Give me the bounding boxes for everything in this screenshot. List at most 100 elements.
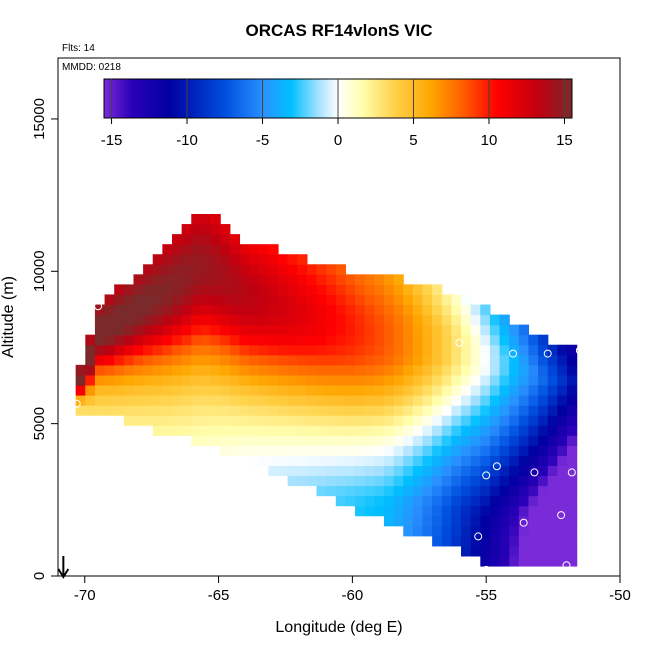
heatmap-cell xyxy=(557,545,568,557)
heatmap-cell xyxy=(364,395,375,406)
heatmap-cell xyxy=(422,405,433,416)
heatmap-cell xyxy=(210,334,221,346)
heatmap-cell xyxy=(220,354,231,366)
heatmap-cell xyxy=(297,314,308,326)
heatmap-cell xyxy=(114,405,125,416)
heatmap-cell xyxy=(499,505,510,517)
heatmap-cell xyxy=(518,445,530,456)
heatmap-cell xyxy=(258,264,269,275)
heatmap-cell xyxy=(162,294,173,306)
heatmap-cell xyxy=(191,234,202,245)
heatmap-cell xyxy=(133,384,144,396)
heatmap-cell xyxy=(451,515,462,527)
heatmap-cell xyxy=(85,405,96,416)
heatmap-cell xyxy=(528,425,539,436)
heatmap-cell xyxy=(489,465,501,477)
heatmap-cell xyxy=(335,324,347,336)
heatmap-cell xyxy=(297,445,308,456)
heatmap-cell xyxy=(297,294,308,306)
y-axis-label: Altitude (m) xyxy=(0,276,17,358)
heatmap-cell xyxy=(538,334,549,346)
heatmap-cell xyxy=(114,314,125,326)
heatmap-cell xyxy=(518,405,530,416)
heatmap-cell xyxy=(345,274,356,285)
heatmap-cell xyxy=(422,364,433,376)
heatmap-cell xyxy=(557,354,568,366)
heatmap-cell xyxy=(181,304,192,316)
heatmap-cell xyxy=(461,505,472,517)
heatmap-cell xyxy=(229,254,241,265)
sample-point xyxy=(492,462,501,471)
heatmap-cell xyxy=(518,364,530,376)
heatmap-cell xyxy=(258,445,269,456)
heatmap-cell xyxy=(509,445,520,456)
heatmap-cell xyxy=(258,314,269,326)
heatmap-cell xyxy=(547,374,558,386)
heatmap-cell xyxy=(210,274,221,285)
heatmap-cell xyxy=(557,435,568,446)
heatmap-cell xyxy=(249,344,260,356)
heatmap-cell xyxy=(383,354,395,366)
heatmap-cell xyxy=(461,384,472,396)
heatmap-cell xyxy=(451,535,462,547)
heatmap-cell xyxy=(114,384,125,396)
heatmap-cell xyxy=(200,415,212,426)
heatmap-cell xyxy=(268,445,279,456)
heatmap-cell xyxy=(364,455,375,466)
heatmap-cell xyxy=(249,384,260,396)
heatmap-cell xyxy=(94,334,106,346)
heatmap-cell xyxy=(297,264,308,275)
heatmap-cell xyxy=(104,384,115,396)
heatmap-cell xyxy=(528,395,539,406)
heatmap-cell xyxy=(383,445,395,456)
heatmap-cell xyxy=(470,415,481,426)
heatmap-cell xyxy=(229,435,241,446)
heatmap-cell xyxy=(200,264,212,275)
heatmap-cell xyxy=(104,324,115,336)
heatmap-cell xyxy=(480,415,491,426)
heatmap-cell xyxy=(557,495,568,507)
heatmap-cell xyxy=(509,425,520,436)
heatmap-cell xyxy=(277,294,289,306)
heatmap-cell xyxy=(335,284,347,296)
date-annotation: MMDD: 0218 xyxy=(62,62,121,73)
heatmap-cell xyxy=(412,304,424,316)
heatmap-cell xyxy=(191,384,202,396)
heatmap-cell xyxy=(480,334,491,346)
heatmap-cell xyxy=(355,384,366,396)
heatmap-cell xyxy=(403,525,414,537)
heatmap-cell xyxy=(374,425,385,436)
heatmap-cell xyxy=(518,415,530,426)
heatmap-cell xyxy=(432,324,443,336)
heatmap-cell xyxy=(249,364,260,376)
heatmap-cell xyxy=(547,384,558,396)
heatmap-cell xyxy=(181,354,192,366)
heatmap-cell xyxy=(220,405,231,416)
heatmap-cell xyxy=(249,354,260,366)
heatmap-cell xyxy=(316,455,327,466)
heatmap-cell xyxy=(374,384,385,396)
heatmap-cell xyxy=(229,445,241,456)
heatmap-cell xyxy=(94,374,106,386)
chart-title: ORCAS RF14vlonS VIC xyxy=(245,21,432,40)
heatmap-cell xyxy=(364,304,375,316)
heatmap-cell xyxy=(172,294,183,306)
heatmap-cell xyxy=(528,465,539,477)
heatmap-cell xyxy=(403,515,414,527)
heatmap-cell xyxy=(220,374,231,386)
heatmap-cell xyxy=(470,395,481,406)
heatmap-cell xyxy=(229,415,241,426)
heatmap-cell xyxy=(306,314,318,326)
heatmap-cell xyxy=(191,244,202,255)
heatmap-cell xyxy=(133,395,144,406)
heatmap-cell xyxy=(499,354,510,366)
heatmap-cell xyxy=(210,304,221,316)
heatmap-cell xyxy=(258,254,269,265)
heatmap-cell xyxy=(143,364,154,376)
heatmap-cell xyxy=(557,445,568,456)
heatmap-cell xyxy=(229,425,241,436)
heatmap-cell xyxy=(94,354,106,366)
heatmap-cell xyxy=(277,395,289,406)
heatmap-cell xyxy=(403,495,414,507)
heatmap-cell xyxy=(191,294,202,306)
